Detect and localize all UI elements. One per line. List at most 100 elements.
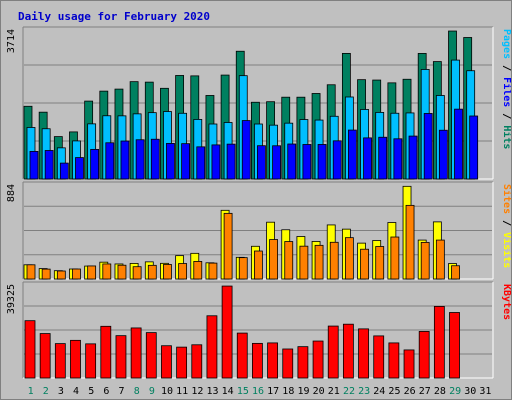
kbytes-bar-kbytes-day-28	[433, 306, 445, 379]
day-label-15: 15	[237, 386, 249, 397]
day-label-3: 3	[58, 386, 64, 397]
day-label-6: 6	[103, 386, 109, 397]
day-label-24: 24	[373, 386, 385, 397]
day-label-20: 20	[313, 386, 325, 397]
kbytes-bar-kbytes-day-13	[206, 315, 218, 379]
visits-sites-bar-sites-day-21	[329, 241, 339, 280]
visits-sites-bar-sites-day-10	[163, 264, 172, 280]
visits-sites-max-label: 884	[6, 184, 17, 202]
day-label-1: 1	[28, 386, 34, 397]
visits-sites-bar-sites-day-29	[451, 265, 460, 280]
day-label-25: 25	[388, 386, 400, 397]
hits-files-pages-legend-item-2: Files	[501, 77, 511, 107]
day-label-26: 26	[404, 386, 416, 397]
day-label-31: 31	[479, 386, 491, 397]
hits-files-pages-bar-pages-day-20	[317, 144, 327, 180]
hits-files-pages-bar-pages-day-30	[469, 115, 479, 180]
visits-sites-bar-sites-day-20	[314, 244, 324, 280]
hits-files-pages-bar-pages-day-27	[423, 113, 433, 180]
visits-sites-bar-sites-day-14	[223, 212, 233, 280]
day-label-30: 30	[464, 386, 476, 397]
hits-files-pages-bar-pages-day-15	[241, 120, 251, 180]
hits-files-pages-bar-pages-day-8	[135, 139, 145, 180]
day-label-5: 5	[88, 386, 94, 397]
visits-sites-bar-sites-day-27	[420, 241, 430, 280]
hits-files-pages-bar-pages-day-16	[257, 145, 266, 180]
day-label-12: 12	[191, 386, 203, 397]
hits-files-pages-bar-pages-day-10	[166, 143, 175, 180]
hits-files-pages-bar-pages-day-21	[332, 140, 342, 180]
hits-files-pages-bar-pages-day-26	[408, 135, 418, 180]
visits-sites-bar-sites-day-19	[299, 245, 309, 280]
kbytes-bar-kbytes-day-6	[100, 325, 112, 379]
visits-sites-bar-sites-day-3	[56, 270, 66, 280]
visits-sites-bar-sites-day-12	[193, 261, 203, 280]
day-label-13: 13	[206, 386, 218, 397]
hits-files-pages-bar-pages-day-2	[44, 150, 54, 180]
visits-sites-bar-sites-day-9	[147, 264, 157, 280]
kbytes-bar-kbytes-day-1	[24, 320, 36, 379]
visits-sites-bar-sites-day-26	[405, 204, 415, 280]
kbytes-bar-kbytes-day-23	[358, 328, 369, 379]
hits-files-pages-bar-pages-day-18	[287, 143, 297, 180]
kbytes-bar-kbytes-day-11	[176, 346, 188, 379]
day-label-4: 4	[73, 386, 79, 397]
visits-sites-bar-sites-day-16	[254, 250, 263, 280]
visits-sites-bar-sites-day-13	[208, 262, 218, 280]
visits-sites-legend-item-2: Visits	[501, 232, 511, 268]
visits-sites-bar-sites-day-11	[178, 263, 188, 280]
kbytes-bar-kbytes-day-3	[54, 343, 66, 379]
kbytes-bar-kbytes-day-26	[403, 349, 415, 379]
hits-files-pages-bar-pages-day-24	[378, 136, 388, 180]
kbytes-bar-kbytes-day-10	[161, 345, 172, 379]
hits-files-pages-bar-pages-day-19	[302, 144, 312, 180]
hits-files-pages-bar-pages-day-7	[120, 140, 130, 180]
hits-files-pages-bar-pages-day-29	[454, 108, 463, 180]
hits-files-pages-legend-item-0: Pages	[501, 29, 511, 59]
day-label-7: 7	[119, 386, 125, 397]
day-label-14: 14	[222, 386, 234, 397]
visits-sites-legend-item-1: /	[501, 214, 511, 232]
day-label-8: 8	[134, 386, 140, 397]
day-label-9: 9	[149, 386, 155, 397]
kbytes-bar-kbytes-day-27	[418, 331, 430, 379]
visits-sites-bar-sites-day-2	[41, 268, 51, 280]
visits-sites-bar-sites-day-23	[360, 248, 369, 280]
kbytes-bar-kbytes-day-20	[312, 340, 324, 379]
hits-files-pages-max-label: 3714	[6, 29, 17, 53]
visits-sites-bar-sites-day-1	[26, 264, 36, 280]
hits-files-pages-bar-pages-day-6	[105, 142, 115, 180]
kbytes-bar-kbytes-day-17	[267, 342, 278, 379]
kbytes-bar-kbytes-day-29	[449, 312, 460, 379]
hits-files-pages-bar-pages-day-28	[438, 129, 448, 180]
kbytes-max-label: 39325	[6, 284, 17, 314]
hits-files-pages-bar-pages-day-3	[59, 162, 69, 180]
day-label-27: 27	[419, 386, 431, 397]
hits-files-pages-legend-item-1: /	[501, 59, 511, 77]
kbytes-bar-kbytes-day-9	[145, 332, 157, 379]
hits-files-pages-legend-item-4: Hits	[501, 125, 511, 149]
hits-files-pages-bar-pages-day-12	[196, 146, 206, 180]
visits-sites-bar-sites-day-4	[72, 268, 81, 280]
hits-files-pages-bar-pages-day-9	[150, 138, 160, 180]
hits-files-pages-bar-pages-day-4	[75, 157, 84, 180]
kbytes-bar-kbytes-day-5	[85, 343, 97, 379]
kbytes-bar-kbytes-day-24	[373, 335, 385, 379]
day-label-21: 21	[328, 386, 340, 397]
kbytes-bar-kbytes-day-18	[282, 348, 294, 379]
kbytes-bar-kbytes-day-22	[342, 323, 354, 379]
visits-sites-legend-item-0: Sites	[501, 184, 511, 214]
kbytes-legend: KBytes	[501, 284, 511, 320]
day-label-17: 17	[267, 386, 279, 397]
day-label-29: 29	[449, 386, 461, 397]
hits-files-pages-bar-pages-day-11	[181, 143, 191, 180]
hits-files-pages-bar-pages-day-5	[90, 148, 100, 180]
day-label-18: 18	[282, 386, 294, 397]
hits-files-pages-legend-item-3: /	[501, 107, 511, 125]
kbytes-bar-kbytes-day-12	[191, 344, 203, 379]
visits-sites-legend: Sites / Visits	[501, 184, 511, 268]
visits-sites-bar-sites-day-5	[87, 265, 97, 280]
visits-sites-bar-sites-day-22	[344, 237, 354, 280]
hits-files-pages-bar-pages-day-14	[226, 143, 236, 180]
visits-sites-bar-sites-day-6	[102, 263, 112, 280]
